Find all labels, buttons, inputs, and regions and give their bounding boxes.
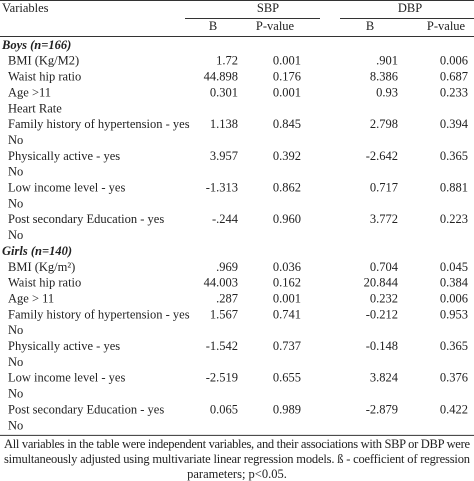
cell: -2.642 [366,149,398,163]
footnote: All variables in the table were independ… [4,437,470,451]
cell: 0.176 [273,70,301,84]
cell: 1.72 [216,54,238,68]
cell: .287 [216,291,238,305]
row-label: Heart Rate [8,101,62,115]
group-title: Girls (n=140) [2,244,72,258]
cell: 0.065 [210,402,238,416]
cell: 1.567 [210,307,238,321]
cell: 0.737 [273,339,301,353]
cell: 20.844 [364,276,399,290]
row-label: No [8,196,23,210]
cell: 0.006 [440,291,468,305]
header-p: P-value [427,19,466,33]
row-label: No [8,355,23,369]
cell: 0.741 [273,307,301,321]
cell: 0.232 [370,291,398,305]
row-label: No [8,387,23,401]
row-label: No [8,165,23,179]
cell: 1.138 [210,117,238,131]
cell: 3.824 [370,371,399,385]
cell: 0.862 [273,181,301,195]
cell: -.244 [212,212,239,226]
cell: 0.655 [273,371,301,385]
cell: 0.960 [273,212,301,226]
cell: -2.519 [206,371,238,385]
row-label: No [8,418,23,432]
row-label: Family history of hypertension - yes [8,307,190,321]
footnote: simultaneously adjusted using multivaria… [4,452,471,466]
header-sbp: SBP [257,1,279,15]
cell: 0.392 [273,149,301,163]
header-variables: Variables [2,1,49,15]
row-label: BMI (Kg/m²) [8,260,75,274]
cell: 3.957 [210,149,238,163]
cell: 0.376 [440,371,468,385]
header-dbp: DBP [398,1,422,15]
cell: 44.898 [204,70,238,84]
cell: 0.301 [210,85,238,99]
row-label: BMI (Kg/M2) [8,54,79,68]
cell: 0.233 [440,85,468,99]
cell: 3.772 [370,212,398,226]
cell: 0.687 [440,70,468,84]
row-label: Post secondary Education - yes [8,212,164,226]
row-label: No [8,133,23,147]
group-title: Boys (n=166) [1,38,71,52]
header-b: B [366,19,374,33]
cell: 0.384 [440,276,469,290]
row-label: Waist hip ratio [8,276,81,290]
header-p: P-value [256,19,295,33]
row-label: Low income level - yes [8,181,125,195]
cell: -1.542 [206,339,238,353]
cell: 0.365 [440,149,468,163]
cell: 0.717 [370,181,398,195]
cell: 0.223 [440,212,468,226]
cell: 0.001 [273,85,301,99]
cell: 0.881 [440,181,468,195]
cell: 0.845 [273,117,301,131]
cell: -0.212 [366,307,398,321]
row-label: Low income level - yes [8,371,125,385]
row-label: Physically active - yes [8,149,120,163]
footnote: parameters; p<0.05. [187,467,287,481]
cell: -0.148 [366,339,398,353]
cell: 0.365 [440,339,468,353]
row-label: Age > 11 [8,291,54,305]
cell: 44.003 [204,276,238,290]
row-label: No [8,228,23,242]
cell: 0.422 [440,402,468,416]
cell: 0.394 [440,117,469,131]
cell: 0.045 [440,260,468,274]
cell: .901 [376,54,398,68]
row-label: Post secondary Education - yes [8,402,164,416]
cell: 0.006 [440,54,468,68]
row-label: Physically active - yes [8,339,120,353]
cell: 0.036 [273,260,301,274]
row-label: Family history of hypertension - yes [8,117,190,131]
cell: -2.879 [366,402,398,416]
cell: 0.162 [273,276,301,290]
row-label: No [8,323,23,337]
header-b: B [209,19,217,33]
cell: 0.001 [273,54,301,68]
cell: 2.798 [370,117,398,131]
cell: 0.953 [440,307,468,321]
cell: .969 [216,260,238,274]
cell: 0.93 [376,85,398,99]
row-label: Age >11 [8,85,51,99]
cell: 8.386 [370,70,398,84]
cell: 0.001 [273,291,301,305]
cell: 0.704 [370,260,399,274]
cell: 0.989 [273,402,301,416]
row-label: Waist hip ratio [8,70,81,84]
cell: -1.313 [206,181,238,195]
